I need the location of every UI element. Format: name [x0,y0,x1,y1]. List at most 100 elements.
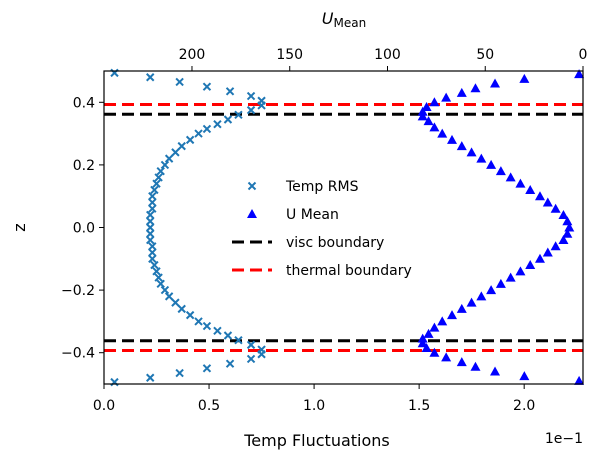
temp-rms-point [185,135,195,145]
u-mean-point [466,147,477,157]
temp-rms-point [171,148,180,157]
u-mean-point [447,134,458,144]
legend: Temp RMS U Mean visc boundary thermal bound… [232,179,412,279]
u-mean-point [429,322,440,332]
legend-label: visc boundary [286,235,384,251]
u-mean-point [534,191,545,201]
temp-rms-point [154,273,163,282]
u-mean-point [456,141,467,151]
axis-ticks: 0.0 0.5 1.0 1.5 2.0 200 150 100 50 0 −0.4 −0.2 0.0 0.… [61,47,587,414]
u-mean-point [558,209,569,219]
temp-rms-point [194,317,203,326]
legend-marker-u-mean [247,209,257,218]
temp-rms-point [164,154,174,163]
temp-rms-point [146,235,155,245]
x-tick-label: 0.5 [198,398,220,414]
u-mean-point [476,291,487,301]
legend-label: U Mean [286,207,339,223]
u-mean-point [486,159,497,169]
u-mean-point [495,166,506,176]
temp-rms-point [148,198,157,207]
temp-rms-point [246,91,256,101]
plot-frame [103,70,584,385]
u-mean-point [456,87,467,97]
legend-marker-temp-rms [247,181,257,191]
u-mean-point [519,73,530,83]
u-mean-point [417,333,428,343]
temp-rms-point [164,292,174,301]
u-mean-point [550,203,561,213]
u-mean-point [466,297,477,307]
temp-rms-point [177,304,186,314]
u-mean-point [437,128,448,138]
u-mean-point [417,111,428,121]
u-mean-point [429,97,440,107]
temp-rms-point [146,210,155,220]
y-axis-label: z [10,223,29,231]
u-mean-point [542,247,553,257]
temp-rms-point [156,279,165,289]
u-mean-point [558,235,569,245]
x-tick-label: 0.0 [93,398,115,414]
legend-label: Temp RMS [285,179,359,195]
temp-rms-point [185,310,195,320]
temp-rms-point [148,248,157,257]
temp-rms-point [223,331,233,340]
u-mean-point [470,83,481,93]
top-x-tick-label: 50 [476,47,494,63]
temp-rms-point [148,204,157,213]
temp-rms-point [146,229,155,238]
u-mean-point [456,303,467,313]
top-x-axis-label-main: U [322,9,334,28]
u-mean-point [519,371,530,381]
u-mean-point [437,316,448,326]
temp-rms-point [257,101,266,110]
temp-rms-point [152,267,161,276]
top-x-tick-label: 150 [276,47,303,63]
temp-rms-point [202,124,212,134]
u-mean-point [417,106,428,116]
u-mean-point [490,78,501,88]
temp-rms-point [202,321,212,331]
temp-rms-point [213,120,222,129]
u-mean-point [470,361,481,371]
x-tick-label: 1.0 [303,398,325,414]
x-offset-label: 1e−1 [545,431,583,447]
top-x-axis-label: UMean [322,9,366,30]
temp-rms-point [152,179,161,188]
temp-rms-point [225,359,235,368]
y-tick-label: 0.0 [73,221,95,237]
u-mean-point [441,352,452,362]
temp-rms-point [175,368,184,378]
u-mean-point [495,278,506,288]
u-mean-point [417,338,428,348]
legend-label: thermal boundary [286,263,412,279]
u-mean-point [456,357,467,367]
y-tick-label: −0.4 [61,346,95,362]
y-tick-label: 0.4 [73,95,95,111]
u-mean-point [574,375,585,385]
temp-rms-point [234,335,243,345]
u-mean-point [515,266,526,276]
temp-rms-point [202,82,212,91]
temp-rms-point [150,260,159,270]
temp-rms-point [146,73,155,82]
x-axis-label: Temp Fluctuations [243,431,390,450]
u-mean-point [447,310,458,320]
y-tick-label: 0.2 [73,158,95,174]
temp-rms-point [148,254,157,264]
temp-rms-point [246,105,256,115]
u-mean-point [562,216,573,226]
temp-rms-point [223,115,233,124]
u-mean-point [476,153,487,163]
u-mean-point [542,197,553,207]
temp-rms-point [148,242,157,251]
u-mean-point [562,228,573,238]
x-tick-label: 2.0 [513,398,535,414]
temp-rms-point [177,141,186,151]
temp-rms-point [148,191,157,201]
temp-rms-point [194,129,203,138]
temp-rms-point [146,217,155,226]
temp-rms-point [146,373,155,382]
